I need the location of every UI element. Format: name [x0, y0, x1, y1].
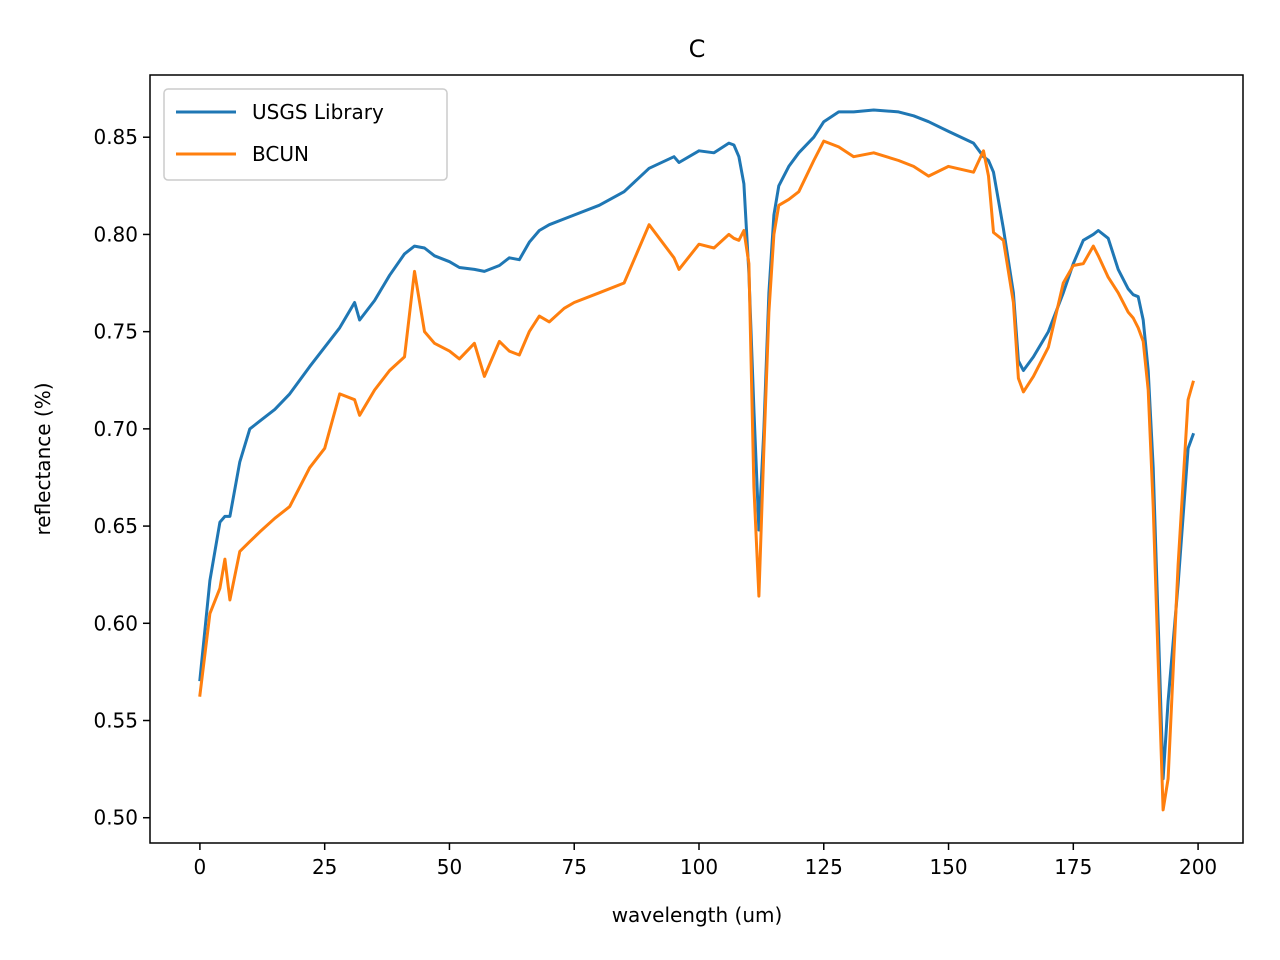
- y-tick-label: 0.65: [93, 514, 138, 538]
- y-tick-label: 0.55: [93, 709, 138, 733]
- y-tick-label: 0.75: [93, 320, 138, 344]
- plot-frame: [149, 74, 1244, 844]
- legend-label-usgs: USGS Library: [252, 100, 384, 124]
- series-line-usgs-library: [198, 108, 1196, 781]
- x-axis: 0 25 50 75 100 125 150 175 200: [194, 843, 1217, 879]
- x-tick-label: 0: [194, 855, 207, 879]
- x-tick-label: 125: [805, 855, 843, 879]
- y-tick-label: 0.85: [93, 125, 138, 149]
- legend-label-bcun: BCUN: [252, 142, 309, 166]
- x-tick-label: 75: [561, 855, 586, 879]
- y-tick-label: 0.50: [93, 806, 138, 830]
- y-tick-label: 0.60: [93, 611, 138, 635]
- x-tick-label: 200: [1179, 855, 1217, 879]
- x-tick-label: 100: [680, 855, 718, 879]
- chart-title: C: [689, 35, 706, 63]
- x-tick-label: 25: [312, 855, 337, 879]
- x-tick-label: 50: [437, 855, 462, 879]
- y-tick-label: 0.70: [93, 417, 138, 441]
- series-line-bcun: [198, 139, 1195, 812]
- x-tick-label: 175: [1054, 855, 1092, 879]
- x-axis-label: wavelength (um): [612, 903, 783, 927]
- legend: USGS Library BCUN: [163, 88, 448, 181]
- y-tick-label: 0.80: [93, 222, 138, 246]
- x-tick-label: 150: [929, 855, 967, 879]
- y-axis: 0.50 0.55 0.60 0.65 0.70 0.75 0.80 0.85: [93, 125, 150, 830]
- y-axis-label: reflectance (%): [31, 382, 55, 535]
